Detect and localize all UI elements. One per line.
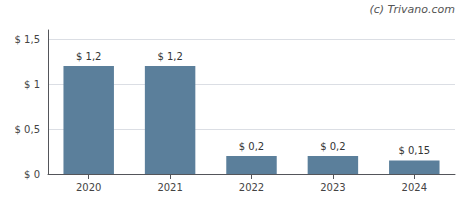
svg-text:$ 0,2: $ 0,2 [320, 141, 345, 152]
svg-text:$ 1,5: $ 1,5 [15, 34, 40, 45]
svg-text:2024: 2024 [402, 182, 427, 193]
svg-text:$ 0,2: $ 0,2 [239, 141, 264, 152]
svg-text:2023: 2023 [320, 182, 345, 193]
svg-text:$ 1,2: $ 1,2 [157, 51, 182, 62]
svg-text:(c) Trivano.com: (c) Trivano.com [369, 3, 455, 16]
svg-text:$ 0,5: $ 0,5 [15, 124, 40, 135]
svg-text:$ 1: $ 1 [24, 79, 40, 90]
svg-text:$ 1,2: $ 1,2 [76, 51, 101, 62]
svg-text:$ 0: $ 0 [24, 169, 40, 180]
svg-text:$ 0,15: $ 0,15 [398, 145, 430, 156]
svg-text:2020: 2020 [76, 182, 101, 193]
svg-text:2022: 2022 [239, 182, 264, 193]
svg-text:2021: 2021 [157, 182, 182, 193]
